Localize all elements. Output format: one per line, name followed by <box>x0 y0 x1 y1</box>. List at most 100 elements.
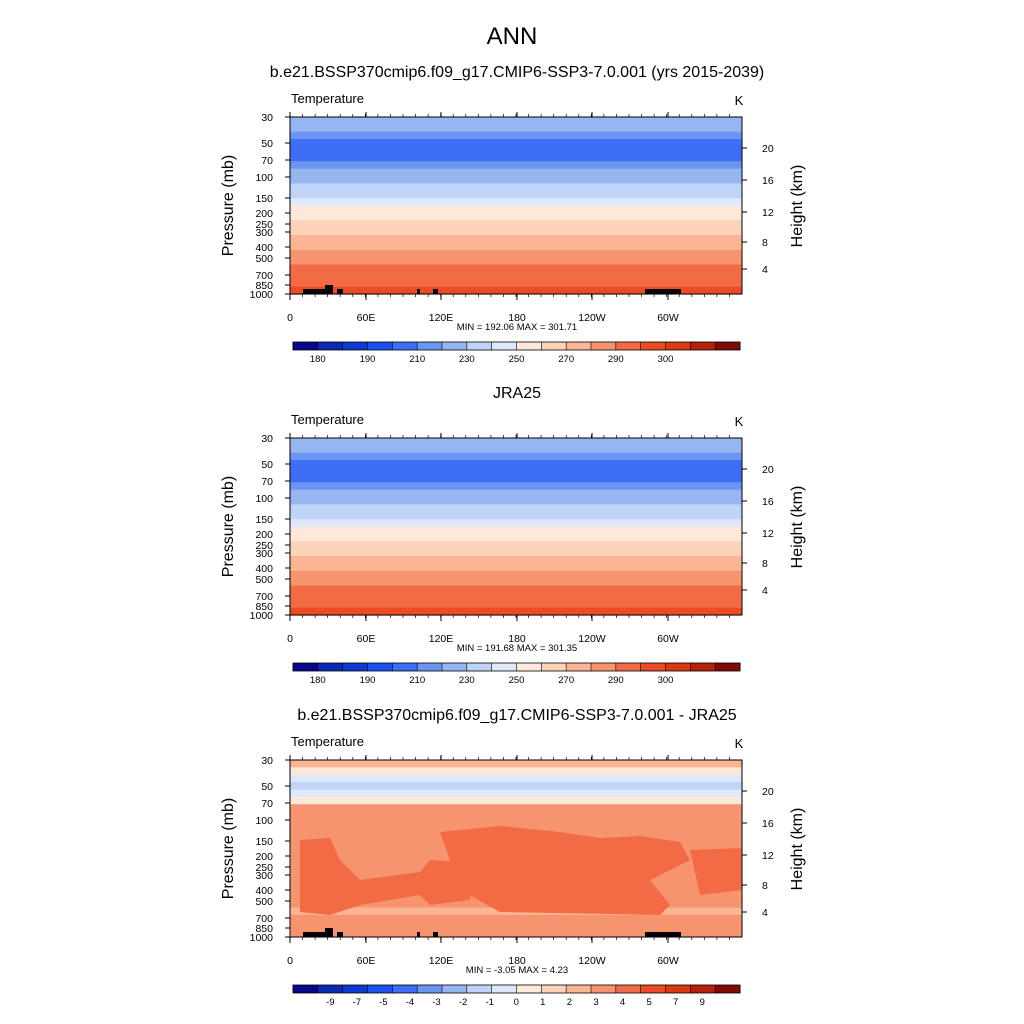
contour-band <box>290 445 742 454</box>
colorbar-swatch <box>690 663 716 671</box>
y2-tick-label: 12 <box>762 207 774 219</box>
colorbar-label: 270 <box>558 675 574 686</box>
colorbar-swatch <box>516 342 542 350</box>
topography-mask <box>325 928 333 937</box>
colorbar-label: 210 <box>409 675 425 686</box>
contour-band <box>290 811 742 820</box>
colorbar-swatch <box>417 342 443 350</box>
colorbar-label: 190 <box>360 675 376 686</box>
colorbar: 180 190 210 230 250 270 290 300 <box>292 662 741 686</box>
y-tick-label: 150 <box>255 836 273 848</box>
contour-band <box>290 212 742 221</box>
colorbar-swatch <box>591 342 617 350</box>
y-tick-label: 1000 <box>250 289 274 301</box>
x-tick-label: 60E <box>357 955 376 967</box>
colorbar-swatch <box>715 985 741 993</box>
y-tick-label: 100 <box>255 493 273 505</box>
colorbar-swatch <box>665 663 691 671</box>
contour-region <box>690 848 742 895</box>
contour-band <box>290 131 742 140</box>
y-tick-label: 500 <box>255 574 273 586</box>
colorbar-label: 180 <box>310 675 326 686</box>
y-tick-label: 70 <box>261 155 273 167</box>
contour-band <box>290 220 742 229</box>
y-tick-label: 100 <box>255 172 273 184</box>
panel-3: b.e21.BSSP370cmip6.f09_g17.CMIP6-SSP3-7.… <box>220 707 806 1008</box>
colorbar-frame <box>292 984 741 994</box>
contour-band <box>290 585 742 594</box>
topography-mask <box>325 285 333 294</box>
x-tick-label: 180 <box>508 312 526 324</box>
y-axis-label: Pressure (mb) <box>220 798 237 899</box>
contour-band <box>290 153 742 162</box>
topography-mask <box>433 932 438 937</box>
colorbar-swatch <box>566 985 592 993</box>
contour-band <box>290 511 742 520</box>
x-tick-label: 60E <box>357 312 376 324</box>
topography-mask <box>645 289 681 294</box>
y-tick-label: 500 <box>255 896 273 908</box>
contour-band <box>290 914 742 923</box>
x-tick-label: 180 <box>508 633 526 645</box>
y-tick-label: 200 <box>255 208 273 220</box>
colorbar-swatch <box>591 985 617 993</box>
y2-tick-label: 12 <box>762 528 774 540</box>
panel-1: b.e21.BSSP370cmip6.f09_g17.CMIP6-SSP3-7.… <box>220 64 806 365</box>
y-tick-label: 50 <box>261 781 273 793</box>
y-tick-label: 300 <box>255 227 273 239</box>
colorbar-swatch <box>317 663 344 671</box>
y-tick-label: 50 <box>261 138 273 150</box>
contour-bands <box>290 438 742 616</box>
colorbar-label: 0 <box>514 997 519 1008</box>
variable-label: Temperature <box>291 412 364 427</box>
colorbar-label: 300 <box>658 354 674 365</box>
colorbar-swatch <box>665 342 691 350</box>
contour-band <box>290 504 742 513</box>
contour-band <box>290 497 742 505</box>
y-tick-label: 30 <box>261 433 273 445</box>
x-tick-label: 180 <box>508 955 526 967</box>
colorbar-label: 270 <box>558 354 574 365</box>
colorbar-swatch <box>541 985 567 993</box>
y-tick-label: 1000 <box>250 932 274 944</box>
contour-band <box>290 146 742 155</box>
contour-band <box>290 541 742 550</box>
contour-band <box>290 467 742 476</box>
panel-title: JRA25 <box>493 385 541 402</box>
y-tick-label: 100 <box>255 815 273 827</box>
contour-band <box>290 198 742 207</box>
colorbar-label: 290 <box>608 354 624 365</box>
contour-bands <box>290 117 742 295</box>
contour-band <box>290 286 742 295</box>
min-max-stats: MIN = -3.05 MAX = 4.23 <box>466 965 568 976</box>
contour-band <box>290 264 742 273</box>
y-tick-label: 250 <box>255 219 273 231</box>
topography-mask <box>337 289 343 294</box>
y-tick-label: 500 <box>255 253 273 265</box>
contour-band <box>290 190 742 199</box>
y-axis-label: Pressure (mb) <box>220 476 237 577</box>
topography-mask <box>433 289 438 294</box>
y-tick-label: 400 <box>255 885 273 897</box>
colorbar-swatch <box>392 985 418 993</box>
colorbar-label: 250 <box>509 354 525 365</box>
contour-band <box>290 563 742 572</box>
y2-axis-label: Height (km) <box>789 165 806 248</box>
x-tick-label: 60W <box>657 312 679 324</box>
colorbar-label: -3 <box>432 997 440 1008</box>
contour-band <box>290 161 742 170</box>
variable-label: Temperature <box>291 91 364 106</box>
colorbar-swatch <box>516 985 542 993</box>
x-tick-label: 60W <box>657 633 679 645</box>
contour-band <box>290 460 742 469</box>
contour-band <box>290 819 742 827</box>
y-tick-label: 700 <box>255 591 273 603</box>
contour-band <box>290 578 742 587</box>
x-tick-label: 120E <box>429 633 454 645</box>
colorbar-swatch <box>640 342 666 350</box>
contour-band <box>290 227 742 236</box>
colorbar-swatch <box>591 663 617 671</box>
contour-band <box>290 474 742 483</box>
